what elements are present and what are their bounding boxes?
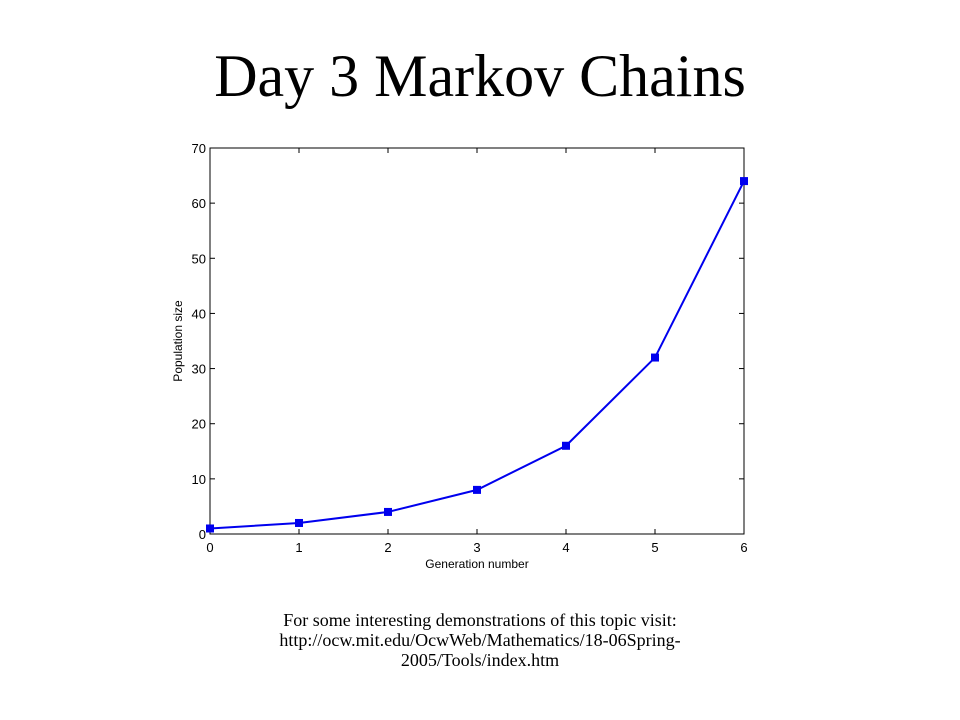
x-axis-label: Generation number xyxy=(425,557,528,571)
y-tick-label-0: 0 xyxy=(199,527,206,542)
y-tick-label-3: 30 xyxy=(192,362,206,377)
x-tick-label-5: 5 xyxy=(651,540,658,555)
data-point-5 xyxy=(651,353,659,362)
slide-title: Day 3 Markov Chains xyxy=(214,43,746,109)
x-tick-label-2: 2 xyxy=(384,540,391,555)
y-tick-label-6: 60 xyxy=(192,196,206,211)
x-tick-label-6: 6 xyxy=(740,540,747,555)
data-point-4 xyxy=(562,441,570,450)
y-tick-label-5: 50 xyxy=(192,251,206,266)
y-tick-label-4: 40 xyxy=(192,306,206,321)
x-tick-label-3: 3 xyxy=(473,540,480,555)
x-tick-label-1: 1 xyxy=(295,540,302,555)
x-tick-label-0: 0 xyxy=(206,540,213,555)
y-axis-label: Population size xyxy=(171,300,185,382)
x-tick-label-4: 4 xyxy=(562,540,569,555)
y-tick-label-7: 70 xyxy=(192,141,206,156)
data-point-6 xyxy=(740,177,748,186)
y-tick-label-2: 20 xyxy=(192,417,206,432)
caption: For some interesting demonstrations of t… xyxy=(150,610,810,670)
series-line-0 xyxy=(209,180,745,530)
caption-line-1: For some interesting demonstrations of t… xyxy=(283,610,677,630)
data-point-2 xyxy=(384,507,392,516)
data-point-3 xyxy=(473,485,481,494)
data-point-1 xyxy=(295,518,303,527)
caption-link-line-1[interactable]: http://ocw.mit.edu/OcwWeb/Mathematics/18… xyxy=(279,630,681,650)
caption-link-line-2[interactable]: 2005/Tools/index.htm xyxy=(400,650,560,670)
series-group xyxy=(206,177,748,533)
y-tick-label-1: 10 xyxy=(192,472,206,487)
data-point-0 xyxy=(206,524,214,533)
